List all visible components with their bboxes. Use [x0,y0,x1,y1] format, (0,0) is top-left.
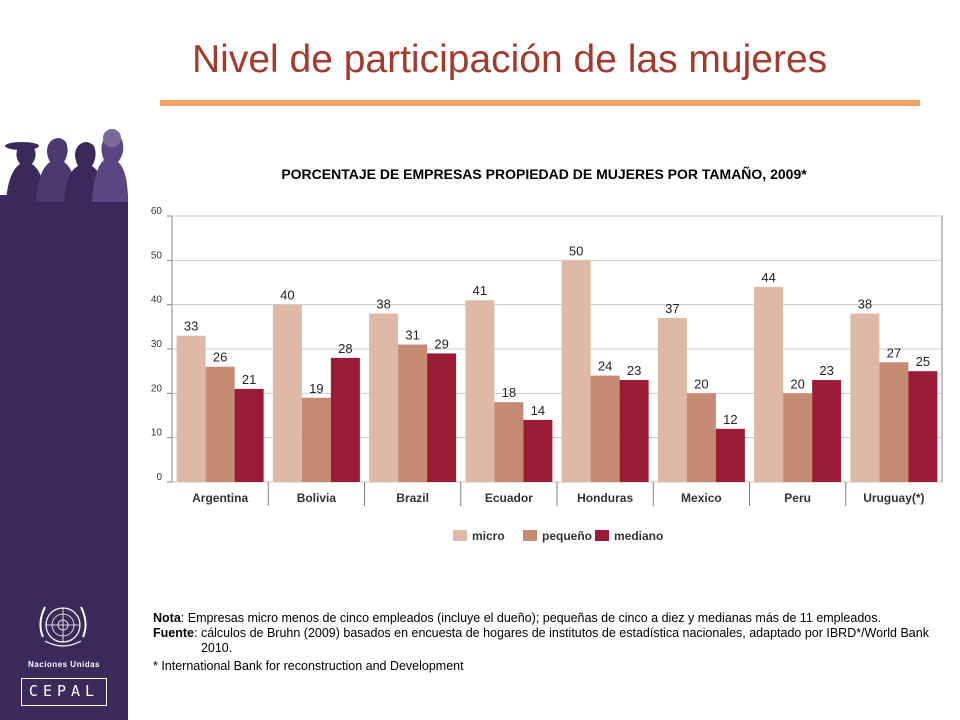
x-tick-label: Uruguay(*) [863,491,924,505]
x-tick-label: Honduras [577,491,633,505]
cepal-label: CEPAL [28,682,100,700]
data-label: 29 [434,336,448,351]
bar [850,313,880,482]
bar [812,380,842,482]
y-tick-label: 50 [151,250,163,261]
data-label: 44 [761,270,775,285]
bar [494,402,524,482]
fuente-line: Fuente: cálculos de Bruhn (2009) basados… [153,626,943,656]
bar [783,393,813,482]
legend-label: pequeño [542,529,592,543]
legend-swatch [595,530,609,541]
notes-block: Nota: Empresas micro menos de cinco empl… [153,611,943,674]
fuente-label: Fuente [153,626,194,640]
data-label: 41 [473,283,487,298]
bar [205,366,235,482]
data-label: 21 [242,372,256,387]
bar [561,260,591,482]
y-tick-label: 60 [151,206,163,217]
bar [398,344,428,482]
x-tick-label: Ecuador [485,491,533,505]
data-label: 27 [887,345,901,360]
data-label: 31 [405,328,419,343]
bar [330,357,360,482]
bar [301,397,331,482]
bar [908,371,938,482]
nota-text: Empresas micro menos de cinco empleados … [187,611,881,625]
bar [272,304,302,482]
x-tick-label: Bolivia [297,491,337,505]
un-label: Naciones Unidas [28,660,100,669]
footnote: * International Bank for reconstruction … [153,659,464,673]
slide-title: Nivel de participación de las mujeres [192,38,828,81]
bar [879,362,909,482]
data-label: 38 [858,297,872,312]
bar-chart: 0 10 20 30 40 50 60 33 26 21 Argentina 40 19 28 Bolivi… [151,206,943,543]
bar [234,388,264,482]
legend-swatch [523,530,537,541]
data-label: 18 [502,385,516,400]
women-silhouettes-logo [5,129,128,202]
x-tick-label: Peru [784,491,811,505]
bar [754,286,784,482]
y-tick-label: 40 [151,295,163,306]
bar [427,353,457,482]
nota-line: Nota: Empresas micro menos de cinco empl… [153,611,881,625]
data-label: 50 [569,243,583,258]
data-label: 19 [309,381,323,396]
data-label: 20 [790,376,804,391]
sidebar-panel [0,195,128,720]
bar [465,300,495,482]
legend-label: mediano [614,529,663,543]
bar [523,419,553,482]
data-label: 23 [627,363,641,378]
bar [686,393,716,482]
legend-label: micro [472,529,505,543]
data-label: 14 [531,403,545,418]
data-label: 25 [916,354,930,369]
data-label: 33 [184,319,198,334]
bar [657,317,687,482]
bar [619,380,649,482]
bar [369,313,399,482]
bar [715,428,745,482]
data-label: 37 [665,301,679,316]
un-emblem-icon [39,606,87,647]
nota-label: Nota [153,611,181,625]
data-label: 26 [213,350,227,365]
x-tick-label: Mexico [681,491,722,505]
legend-swatch [453,530,467,541]
bar [176,335,206,482]
title-underline [160,100,920,106]
cepal-logo: CEPAL [21,678,107,706]
bar [590,375,620,482]
fuente-text: cálculos de Bruhn (2009) basados en encu… [200,626,929,655]
x-tick-label: Argentina [192,491,248,505]
data-label: 20 [694,376,708,391]
chart-title: PORCENTAJE DE EMPRESAS PROPIEDAD DE MUJE… [281,166,807,182]
data-label: 38 [376,297,390,312]
y-tick-label: 20 [151,383,163,394]
x-tick-label: Brazil [396,491,429,505]
data-label: 23 [819,363,833,378]
y-tick-label: 0 [156,472,162,483]
data-label: 12 [723,412,737,427]
y-tick-label: 30 [151,339,163,350]
y-tick-label: 10 [151,428,163,439]
data-label: 28 [338,341,352,356]
data-label: 24 [598,359,612,374]
data-label: 40 [280,288,294,303]
